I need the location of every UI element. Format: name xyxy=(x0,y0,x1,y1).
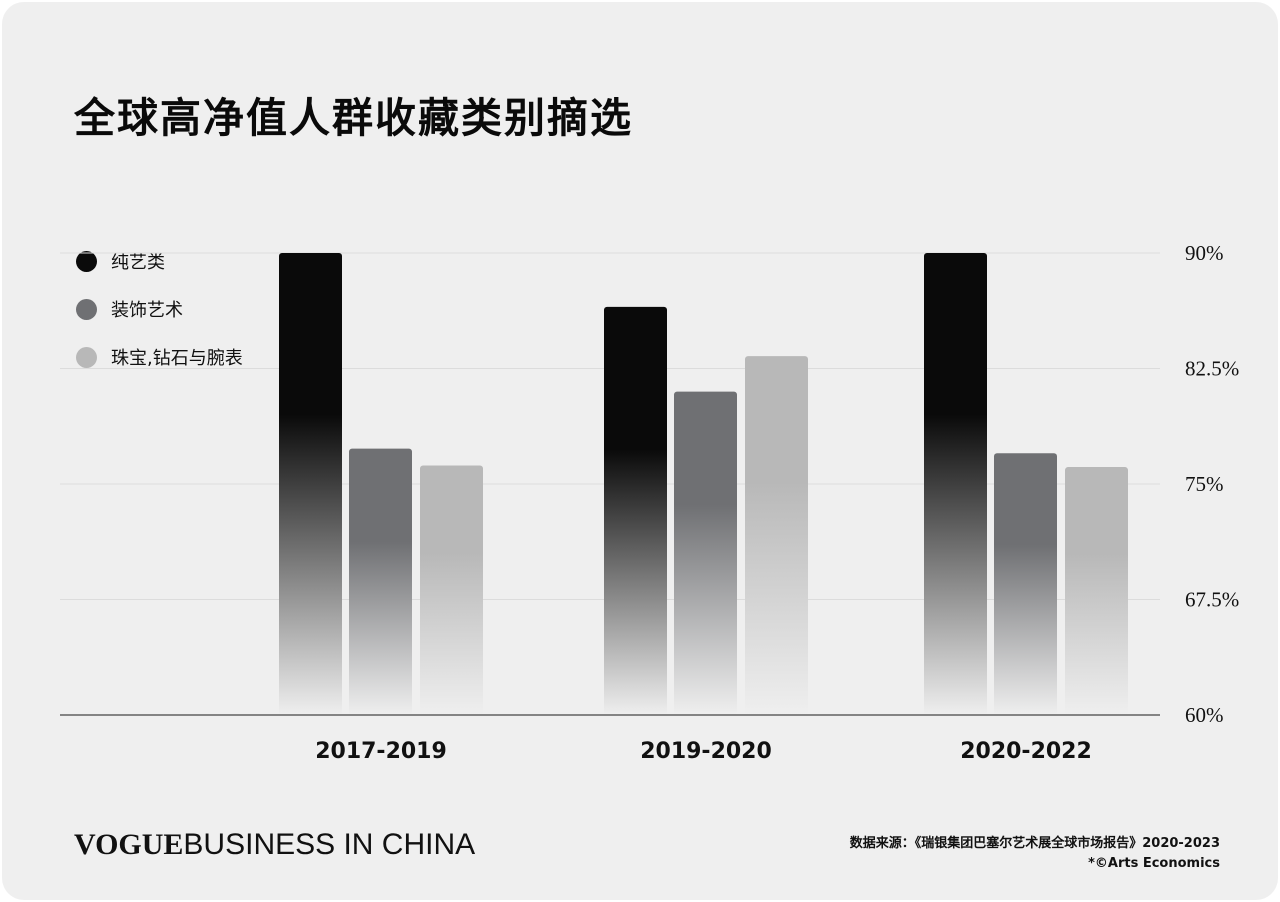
bar-2017-2019-series-3 xyxy=(420,465,483,715)
y-tick-label: 82.5% xyxy=(1185,357,1239,381)
bar-2020-2022-series-3 xyxy=(1065,467,1128,715)
legend-swatch-decorative-art xyxy=(76,298,97,320)
legend-item-decorative-art: 装饰艺术 xyxy=(76,294,243,324)
legend: 纯艺类 装饰艺术 珠宝,钻石与腕表 xyxy=(76,246,243,390)
brand-logo-vogue: VOGUE xyxy=(74,828,184,861)
bar-2019-2020-series-2 xyxy=(674,391,737,715)
legend-swatch-fine-art xyxy=(76,250,97,272)
legend-label-decorative-art: 装饰艺术 xyxy=(111,300,183,321)
legend-label-jewelry-watches: 珠宝,钻石与腕表 xyxy=(111,348,243,369)
bar-2017-2019-series-1 xyxy=(279,253,342,715)
bars xyxy=(279,253,1128,715)
legend-item-jewelry-watches: 珠宝,钻石与腕表 xyxy=(76,342,243,372)
bar-2020-2022-series-2 xyxy=(994,453,1057,715)
bar-2020-2022-series-1 xyxy=(924,253,987,715)
x-tick-label: 2019-2020 xyxy=(640,739,772,764)
legend-label-fine-art: 纯艺类 xyxy=(111,252,165,273)
bar-2019-2020-series-3 xyxy=(745,356,808,715)
y-tick-label: 75% xyxy=(1185,472,1224,496)
y-tick-label: 67.5% xyxy=(1185,588,1239,612)
bar-2017-2019-series-2 xyxy=(349,448,412,715)
legend-swatch-jewelry-watches xyxy=(76,346,97,368)
copyright-line: *©Arts Economics xyxy=(1088,856,1220,871)
x-tick-label: 2017-2019 xyxy=(315,739,447,764)
chart-title: 全球高净值人群收藏类别摘选 xyxy=(74,94,633,142)
data-source-note: 数据来源：《瑞银集团巴塞尔艺术展全球市场报告》2020-2023 *©Arts … xyxy=(850,834,1220,874)
x-tick-label: 2020-2022 xyxy=(960,739,1092,764)
brand-logo-text: BUSINESS IN CHINA xyxy=(183,828,476,861)
brand-logo: VOGUEBUSINESS IN CHINA xyxy=(74,830,475,860)
data-source-line: 数据来源：《瑞银集团巴塞尔艺术展全球市场报告》2020-2023 xyxy=(849,836,1220,851)
y-tick-label: 90% xyxy=(1185,241,1224,265)
y-tick-label: 60% xyxy=(1185,703,1224,727)
legend-item-fine-art: 纯艺类 xyxy=(76,246,243,276)
axes: 2017-2019 2019-2020 2020-2022 90% 82.5% 75% 67… xyxy=(60,241,1239,764)
bar-2019-2020-series-1 xyxy=(604,306,667,715)
